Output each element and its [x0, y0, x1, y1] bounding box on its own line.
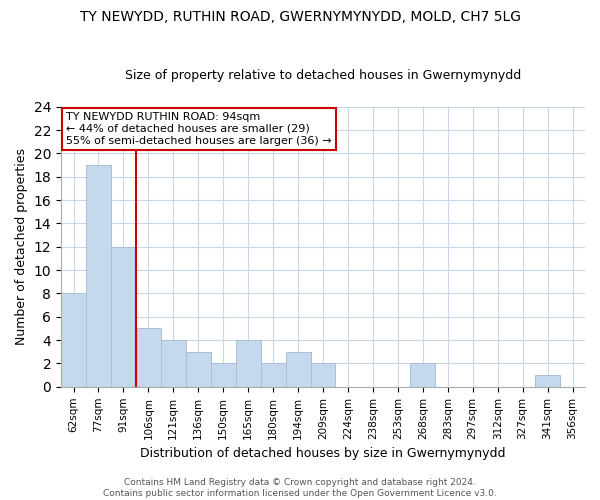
Bar — [111, 247, 136, 387]
Bar — [136, 328, 161, 387]
Bar — [260, 364, 286, 387]
Text: TY NEWYDD RUTHIN ROAD: 94sqm
← 44% of detached houses are smaller (29)
55% of se: TY NEWYDD RUTHIN ROAD: 94sqm ← 44% of de… — [66, 112, 332, 146]
Bar — [410, 364, 435, 387]
Bar — [211, 364, 236, 387]
Bar — [86, 165, 111, 387]
Bar — [535, 375, 560, 387]
Bar — [236, 340, 260, 387]
Text: Contains HM Land Registry data © Crown copyright and database right 2024.
Contai: Contains HM Land Registry data © Crown c… — [103, 478, 497, 498]
Bar — [161, 340, 186, 387]
Bar — [61, 294, 86, 387]
Bar — [286, 352, 311, 387]
Text: TY NEWYDD, RUTHIN ROAD, GWERNYMYNYDD, MOLD, CH7 5LG: TY NEWYDD, RUTHIN ROAD, GWERNYMYNYDD, MO… — [79, 10, 521, 24]
Bar — [186, 352, 211, 387]
Title: Size of property relative to detached houses in Gwernymynydd: Size of property relative to detached ho… — [125, 69, 521, 82]
Y-axis label: Number of detached properties: Number of detached properties — [15, 148, 28, 346]
X-axis label: Distribution of detached houses by size in Gwernymynydd: Distribution of detached houses by size … — [140, 447, 506, 460]
Bar — [311, 364, 335, 387]
